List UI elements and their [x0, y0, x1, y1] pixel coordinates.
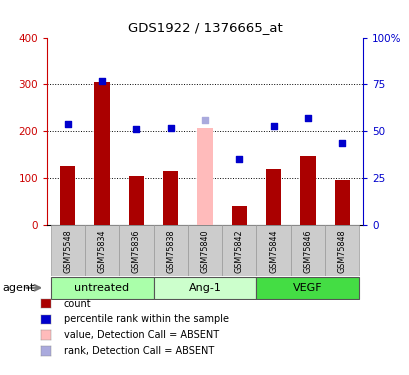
Text: GSM75836: GSM75836 [132, 229, 141, 273]
Bar [290, 225, 324, 276]
Bar [324, 225, 359, 276]
Text: percentile rank within the sample: percentile rank within the sample [63, 315, 228, 324]
Text: GSM75844: GSM75844 [268, 229, 277, 273]
Bar [60, 166, 75, 225]
Point [99, 78, 105, 84]
Bar [50, 225, 85, 276]
Bar [187, 225, 222, 276]
Text: VEGF: VEGF [292, 283, 322, 293]
Point [133, 126, 139, 132]
Bar [265, 169, 281, 225]
Bar [50, 277, 153, 299]
Bar [119, 225, 153, 276]
Text: agent: agent [2, 283, 34, 293]
Bar [85, 225, 119, 276]
Title: GDS1922 / 1376665_at: GDS1922 / 1376665_at [127, 21, 282, 33]
Point [201, 117, 208, 123]
Text: untreated: untreated [74, 283, 129, 293]
Bar [231, 206, 247, 225]
Bar [162, 171, 178, 225]
Text: GSM75548: GSM75548 [63, 229, 72, 273]
Text: GSM75834: GSM75834 [97, 229, 106, 273]
Text: value, Detection Call = ABSENT: value, Detection Call = ABSENT [63, 330, 218, 340]
Point [338, 140, 345, 146]
Text: GSM75840: GSM75840 [200, 229, 209, 273]
Text: rank, Detection Call = ABSENT: rank, Detection Call = ABSENT [63, 346, 213, 356]
Point [270, 123, 276, 129]
Point [167, 124, 173, 130]
Bar [256, 225, 290, 276]
Point [304, 115, 310, 121]
Point [236, 156, 242, 162]
Text: count: count [63, 299, 91, 309]
Bar [153, 277, 256, 299]
Bar [128, 176, 144, 225]
Bar [153, 225, 187, 276]
Bar [334, 180, 349, 225]
Text: GSM75846: GSM75846 [303, 229, 312, 273]
Text: GSM75838: GSM75838 [166, 229, 175, 273]
Bar [299, 156, 315, 225]
Bar [256, 277, 359, 299]
Text: GSM75842: GSM75842 [234, 229, 243, 273]
Point [64, 121, 71, 127]
Bar [94, 82, 110, 225]
Text: GSM75848: GSM75848 [337, 229, 346, 273]
Bar [197, 128, 212, 225]
Bar [222, 225, 256, 276]
Text: Ang-1: Ang-1 [188, 283, 221, 293]
